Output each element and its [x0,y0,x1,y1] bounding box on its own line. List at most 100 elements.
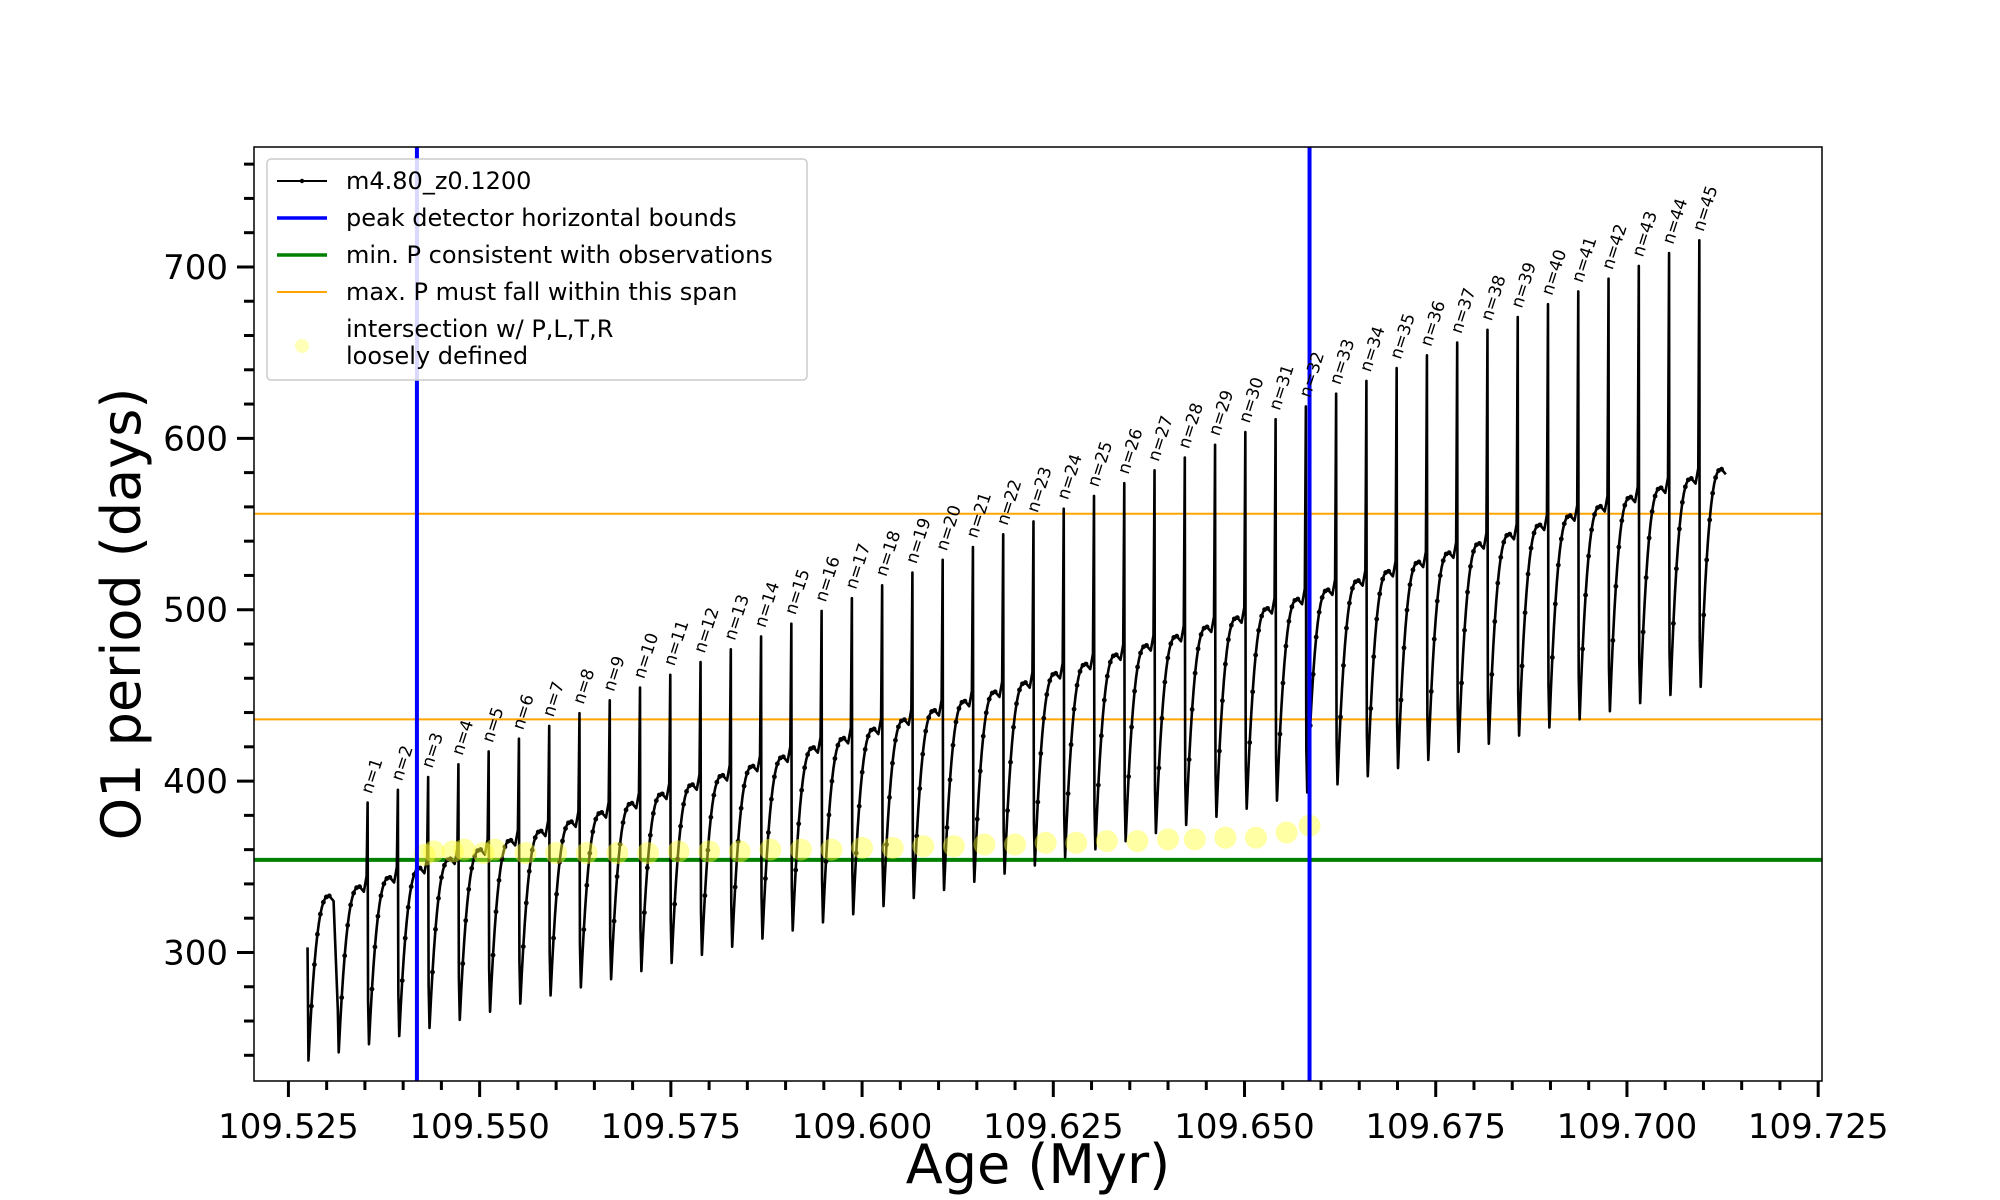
series-marker [1023,680,1028,685]
series-marker [496,877,502,883]
series-marker [1555,562,1561,568]
series-marker [1005,808,1010,813]
series-marker [1428,689,1434,694]
series-marker [1186,757,1192,762]
series-marker [1162,679,1168,685]
pulse-label: n=15 [781,567,814,618]
series-marker [1440,558,1446,564]
series-marker [1468,564,1473,569]
series-marker [1446,550,1452,556]
series-marker [980,733,986,739]
series-marker [1225,637,1231,643]
series-marker [766,830,771,835]
series-marker [678,823,683,829]
series-marker [581,927,587,932]
plot-frame [253,146,1823,1082]
intersection-point [1244,826,1267,849]
series-marker [1132,688,1137,694]
series-marker [493,909,499,915]
series-marker [402,935,408,941]
series-marker [1477,541,1482,546]
series-marker [1710,490,1716,496]
series-marker [1371,654,1377,660]
series-marker [923,728,929,734]
series-marker [862,747,868,752]
series-marker [1674,566,1679,572]
series-marker [526,868,532,874]
series-marker [1259,613,1265,619]
series-marker [351,890,357,896]
series-marker [620,820,626,825]
intersection-point [789,838,812,861]
legend-label-span: max. P must fall within this span [346,278,737,306]
pulse-label: n=6 [509,692,539,732]
series-marker [448,856,453,862]
series-marker [1495,580,1501,586]
series-marker [1671,621,1676,626]
series-marker [1065,791,1071,796]
legend-swatch-series-dot [299,178,305,184]
intersection-point [1126,830,1149,853]
series-marker [1283,643,1289,649]
series-marker [502,844,508,850]
pulse-label: n=39 [1507,260,1540,311]
pulse-label: n=5 [478,705,508,745]
series-marker [1068,742,1074,748]
series-marker [1528,545,1534,551]
series-marker [1567,513,1573,518]
intersection-point [575,842,598,865]
series-marker [1701,612,1707,618]
pulse-label: n=25 [1084,439,1117,490]
pulse-label: n=21 [963,490,996,541]
series-marker [1280,680,1286,686]
series-marker [1228,622,1234,628]
x-axis-title: Age (Myr) [906,1133,1171,1196]
pulse-label: n=22 [993,477,1026,528]
series-marker [381,881,387,887]
series-marker [805,752,811,757]
intersection-point [942,835,965,858]
series-marker [1498,554,1504,560]
pulse-label: n=18 [872,528,905,579]
series-marker [1168,641,1174,647]
y-tick-label: 500 [163,591,228,631]
pulse-label: n=8 [569,666,599,706]
intersection-point [636,842,659,865]
x-tick-label: 109.575 [601,1107,742,1147]
series-marker [799,787,805,793]
series-marker [617,841,623,847]
x-tick-label: 109.675 [1365,1107,1506,1147]
series-marker [1253,652,1259,658]
series-marker [947,777,953,783]
series-marker [442,862,447,868]
series-marker [408,884,414,890]
series-marker [554,891,559,897]
series-marker [720,772,726,778]
series-marker [953,719,959,725]
series-marker [856,803,862,809]
series-marker [1289,604,1295,610]
series-marker [1459,680,1464,686]
pulse-label: n=27 [1144,413,1177,464]
x-tick-label: 109.700 [1557,1107,1698,1147]
series-marker [653,798,659,804]
series-marker [614,874,620,879]
series-marker [1265,605,1270,611]
series-marker [914,833,920,839]
series-marker [1204,624,1210,630]
series-marker [708,814,714,820]
series-marker [1104,673,1110,679]
series-marker [690,782,695,787]
series-marker [1374,616,1380,622]
intersection-point [413,843,436,866]
series-marker [647,832,653,838]
series-marker [1113,652,1119,658]
legend-box [266,158,808,381]
series-marker [357,884,362,890]
series-marker [1165,655,1171,661]
series-marker [563,825,568,831]
series-marker [1531,530,1537,536]
intersection-point [728,840,751,863]
intersection-point [759,838,782,861]
